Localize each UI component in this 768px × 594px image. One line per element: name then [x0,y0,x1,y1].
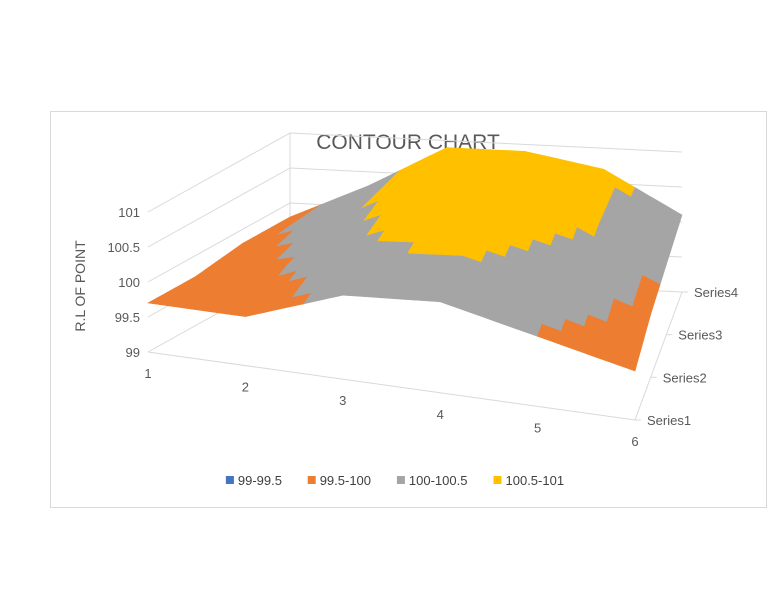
z-tick-label: 100 [118,275,140,290]
series-tick-label: Series1 [647,413,691,428]
y-axis-label: R.L OF POINT [72,240,88,332]
legend-item: 100-100.5 [396,473,468,488]
category-tick-label: 6 [631,434,638,449]
legend: 99-99.5 99.5-100 100-100.5 100.5-101 [225,473,565,488]
z-tick-label: 101 [118,205,140,220]
series-tick-label: Series3 [678,328,722,343]
legend-swatch [493,476,502,484]
category-tick-label: 2 [242,380,249,395]
surface-plot [147,147,683,372]
category-tick-label: 4 [437,407,444,422]
legend-swatch [396,476,405,484]
legend-swatch [307,476,316,484]
series-tick-label: Series4 [694,285,738,300]
legend-item: 99.5-100 [307,473,371,488]
legend-item: 99-99.5 [225,473,282,488]
legend-label: 99.5-100 [320,473,371,488]
surface-patch [615,352,639,372]
series-axis-line [634,291,683,421]
axes: 99 99.5 100 100.5 101 1 2 3 4 5 6 Series1 Series2 Ser… [107,205,738,449]
category-tick-label: 1 [144,366,151,381]
z-tick-label: 99 [126,345,140,360]
z-tick-label: 100.5 [107,240,140,255]
x-axis-line [147,351,636,421]
category-tick-label: 5 [534,420,541,435]
legend-swatch [225,476,234,484]
legend-label: 100.5-101 [506,473,565,488]
series-tick-label: Series2 [663,370,707,385]
category-tick-label: 3 [339,393,346,408]
legend-label: 100-100.5 [409,473,468,488]
z-tick-label: 99.5 [115,310,140,325]
legend-label: 99-99.5 [238,473,282,488]
legend-item: 100.5-101 [493,473,565,488]
